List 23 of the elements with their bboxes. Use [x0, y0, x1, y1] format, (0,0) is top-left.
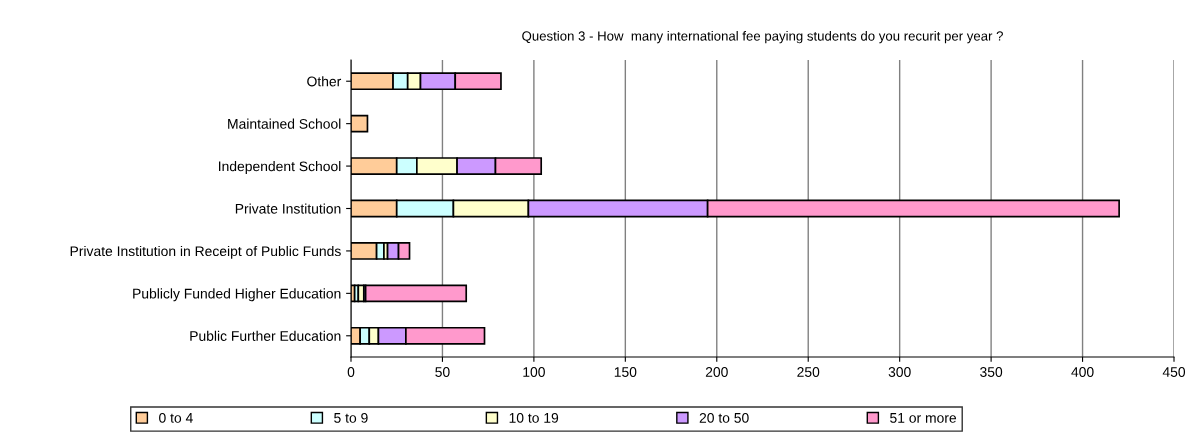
- x-tick-label: 450: [1162, 367, 1186, 377]
- legend-label: 20 to 50: [699, 412, 749, 423]
- x-tick-label: 150: [614, 367, 637, 377]
- legend-label: 0 to 4: [159, 412, 193, 423]
- x-tick-label: 100: [523, 367, 545, 377]
- x-tick-label: 200: [705, 367, 728, 377]
- x-tick-label: 300: [888, 367, 911, 377]
- x-tick-label: 250: [797, 367, 820, 377]
- x-tick-label: 350: [980, 367, 1003, 377]
- legend-label: 10 to 19: [509, 412, 559, 423]
- y-tick-label: Maintained School: [228, 118, 341, 129]
- y-tick-label: Other: [307, 76, 342, 87]
- chart-title: Question 3 - How many international fee paying students do you recurit per year ?: [522, 30, 1003, 44]
- y-tick-label: Independent School: [219, 161, 341, 174]
- x-tick-label: 50: [435, 367, 450, 377]
- y-tick-label: Publicly Funded Higher Education: [133, 288, 341, 302]
- legend-label: 51 or more: [890, 413, 957, 423]
- y-tick-label: Private Institution: [235, 203, 341, 214]
- x-tick-label: 0: [347, 367, 355, 377]
- y-tick-label: Public Further Education: [190, 330, 341, 341]
- y-tick-label: Private Institution in Receipt of Public Funds: [70, 245, 341, 259]
- x-tick-label: 400: [1071, 367, 1094, 377]
- legend-label: 5 to 9: [334, 412, 368, 423]
